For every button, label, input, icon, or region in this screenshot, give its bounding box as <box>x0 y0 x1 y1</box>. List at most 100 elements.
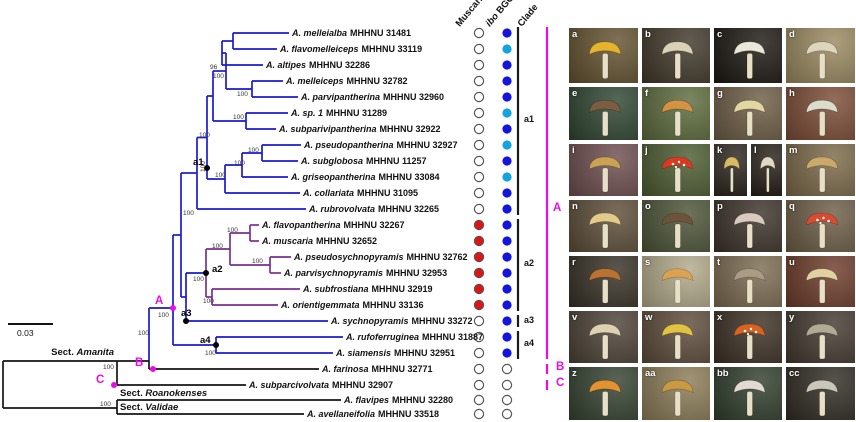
taxon-name: A. melleiceps <box>286 75 344 86</box>
ibo-bgc-state-circle <box>502 348 512 358</box>
taxon-label: A. subparcivolvata MHHNU 32907 <box>249 380 393 391</box>
taxon-label: A. rufoferruginea MHHNU 31887 <box>346 332 483 343</box>
ibo-bgc-state-circle <box>502 220 512 230</box>
specimen-photo-aa: aa <box>641 366 711 421</box>
ibo-bgc-state-circle <box>502 332 512 342</box>
mushroom-illustration <box>805 268 839 304</box>
taxon-label: A. avellaneifolia MHHNU 33518 <box>307 409 439 420</box>
muscarine-state-circle <box>473 219 485 231</box>
mushroom-illustration <box>805 99 839 137</box>
photo-letter: j <box>645 145 648 156</box>
node-dot-a4 <box>213 342 219 348</box>
taxon-label: A. farinosa MHHNU 32771 <box>322 364 433 375</box>
muscarine-state-circle <box>473 91 485 103</box>
photo-letter: f <box>645 88 649 99</box>
photo-letter: u <box>789 257 795 268</box>
taxon-voucher: MHHNU 31289 <box>326 107 388 118</box>
ibo-bgc-state-circle <box>501 363 513 375</box>
photo-letter: aa <box>645 368 656 379</box>
photo-letter: e <box>572 88 578 99</box>
photo-letter: p <box>717 201 723 212</box>
muscarine-state-circle <box>473 139 485 151</box>
ibo-bgc-state-circle <box>502 236 512 246</box>
support-value: 100 <box>193 276 204 283</box>
taxon-voucher: MHHNU 31095 <box>357 187 419 198</box>
mushroom-illustration <box>805 156 839 193</box>
muscarine-state-circle <box>473 363 485 375</box>
support-value: 100 <box>233 114 244 121</box>
photo-letter: b <box>645 29 651 40</box>
photo-letter: cc <box>789 368 800 379</box>
support-value: 100 <box>158 312 169 319</box>
muscarine-state-circle <box>473 187 485 199</box>
muscarine-state-circle <box>473 379 485 391</box>
muscarine-state-circle <box>473 251 485 263</box>
clade-bar-label-a3: a3 <box>524 315 535 325</box>
mushroom-illustration <box>661 323 694 360</box>
taxon-voucher: MHHNU 33136 <box>362 299 424 310</box>
muscarine-state-circle <box>473 267 485 279</box>
clade-bar-label-B: B <box>556 361 565 373</box>
mushroom-illustration <box>733 99 766 137</box>
specimen-photo-g: g <box>713 86 783 141</box>
mushroom-illustration <box>733 212 766 249</box>
muscarine-state-circle <box>473 283 485 295</box>
support-value: 100 <box>213 73 224 80</box>
photo-letter: a <box>572 29 578 40</box>
taxon-name: A. subparivipantherina <box>279 123 377 134</box>
photo-letter: r <box>572 257 576 268</box>
mushroom-illustration <box>588 156 622 193</box>
support-value: 100 <box>183 210 194 217</box>
ibo-bgc-state-circle <box>502 44 512 54</box>
section-name: Amanita <box>76 347 114 358</box>
clade-bar-label-C: C <box>556 377 565 389</box>
specimen-photo-cc: cc <box>785 366 856 421</box>
taxon-label: A. flavomelleiceps MHHNU 33119 <box>280 44 422 55</box>
ibo-bgc-state-circle <box>502 76 512 86</box>
support-value: 100 <box>100 401 111 408</box>
muscarine-state-circle <box>473 347 485 359</box>
mushroom-illustration <box>760 156 776 193</box>
taxon-name: A. collariata <box>303 187 355 198</box>
specimen-photo-w: w <box>641 310 711 364</box>
mushroom-illustration <box>661 156 694 193</box>
specimen-photo-u: u <box>785 255 856 308</box>
mushroom-illustration <box>588 379 622 417</box>
photo-letter: l <box>754 145 757 156</box>
taxon-name: A. pseudopantherina <box>304 139 394 150</box>
support-value: 100 <box>227 227 238 234</box>
taxon-label: A. flavopantherina MHHNU 32267 <box>262 220 405 231</box>
node-label-C: C <box>96 374 105 386</box>
ibo-bgc-state-circle <box>502 252 512 262</box>
ibo-bgc-state-circle <box>502 156 512 166</box>
ibo-bgc-state-circle <box>502 124 512 134</box>
photo-letter: k <box>717 145 723 156</box>
mushroom-illustration <box>661 268 694 304</box>
mushroom-illustration <box>588 41 622 79</box>
taxon-label: A. sychnopyramis MHHNU 33272 <box>331 316 473 327</box>
specimen-photo-b: b <box>641 27 711 84</box>
specimen-photo-m: m <box>785 143 856 197</box>
specimen-photo-l: l <box>750 143 783 197</box>
ibo-bgc-state-circle <box>502 284 512 294</box>
specimen-photo-s: s <box>641 255 711 308</box>
specimen-photo-c: c <box>713 27 783 84</box>
muscarine-state-circle <box>473 171 485 183</box>
taxon-label: A. altipes MHHNU 32286 <box>266 60 370 71</box>
mushroom-illustration <box>723 156 740 193</box>
taxon-voucher: MHHNU 32782 <box>346 75 408 86</box>
support-value: 100 <box>252 258 263 265</box>
specimen-photo-k: k <box>713 143 748 197</box>
muscarine-state-circle <box>473 235 485 247</box>
taxon-label: A. pseudopantherina MHHNU 32927 <box>304 140 458 151</box>
taxon-name: A. avellaneifolia <box>307 408 376 419</box>
muscarine-state-circle <box>473 299 485 311</box>
specimen-photo-o: o <box>641 199 711 253</box>
taxon-label: A. melleiceps MHHNU 32782 <box>286 76 408 87</box>
photo-letter: d <box>789 29 795 40</box>
node-label-a4: a4 <box>200 335 211 346</box>
specimen-photo-e: e <box>568 86 639 141</box>
photo-letter: g <box>717 88 723 99</box>
support-value: 100 <box>203 298 214 305</box>
support-value: 100 <box>234 160 245 167</box>
